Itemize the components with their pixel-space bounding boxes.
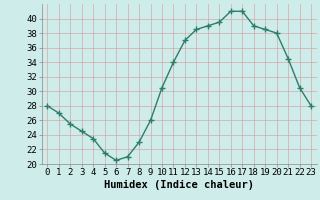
- X-axis label: Humidex (Indice chaleur): Humidex (Indice chaleur): [104, 180, 254, 190]
